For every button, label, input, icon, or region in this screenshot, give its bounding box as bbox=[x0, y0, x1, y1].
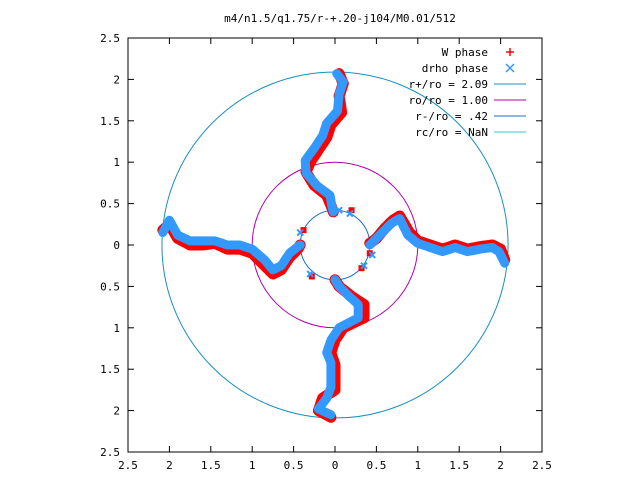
x-tick-label: 2.5 bbox=[532, 459, 552, 472]
y-tick-label: 1.5 bbox=[100, 363, 120, 376]
y-tick-label: 0.5 bbox=[100, 280, 120, 293]
w-phase-point bbox=[348, 207, 355, 214]
drho-phase-arm bbox=[365, 214, 510, 268]
drho-phase-arm bbox=[158, 215, 305, 275]
y-tick-label: 0.5 bbox=[100, 198, 120, 211]
y-tick-label: 2 bbox=[113, 73, 120, 86]
x-tick-label: 2 bbox=[497, 459, 504, 472]
axis-ticks: 2.5 2 1.5 1 0.5 0 0.5 1 1.5 2 2.52.521.510.500.511… bbox=[100, 32, 552, 472]
drho-phase-arm bbox=[300, 69, 348, 217]
x-tick-label: 1 bbox=[249, 459, 256, 472]
data-layer bbox=[157, 68, 511, 423]
y-tick-label: 1 bbox=[113, 322, 120, 335]
y-tick-label: 2.5 bbox=[100, 446, 120, 459]
y-tick-label: 0 bbox=[113, 239, 120, 252]
chart-title: m4/n1.5/q1.75/r-+.20-j104/M0.01/512 bbox=[224, 12, 456, 25]
x-tick-label: 0.5 bbox=[284, 459, 304, 472]
x-tick-label: 2 bbox=[166, 459, 173, 472]
legend: W phase drho phase r+/ro = 2.09 ro/ro = 1.0… bbox=[409, 46, 526, 139]
x-tick-label: 0.5 bbox=[366, 459, 386, 472]
y-tick-label: 2 bbox=[113, 405, 120, 418]
x-tick-label: 1.5 bbox=[201, 459, 221, 472]
drho-phase-arm bbox=[313, 275, 363, 420]
drho-phase-point bbox=[306, 270, 314, 278]
legend-label: r-/ro = .42 bbox=[415, 110, 488, 123]
y-tick-label: 1 bbox=[113, 156, 120, 169]
legend-label: ro/ro = 1.00 bbox=[409, 94, 488, 107]
legend-label: drho phase bbox=[422, 62, 488, 75]
legend-label: rc/ro = NaN bbox=[415, 126, 488, 139]
drho-phase-point bbox=[360, 261, 368, 270]
legend-marker bbox=[505, 63, 515, 73]
x-tick-label: 1.5 bbox=[449, 459, 469, 472]
radius-circle bbox=[251, 161, 419, 329]
drho-phase-point bbox=[368, 251, 376, 259]
x-tick-label: 0 bbox=[332, 459, 339, 472]
drho-phase-point bbox=[296, 228, 304, 237]
legend-label: W phase bbox=[442, 46, 488, 59]
x-tick-label: 2.5 bbox=[118, 459, 138, 472]
drho-phase-point bbox=[346, 209, 354, 218]
drho-phase-point bbox=[335, 206, 343, 214]
y-tick-label: 2.5 bbox=[100, 32, 120, 45]
y-tick-label: 1.5 bbox=[100, 115, 120, 128]
legend-label: r+/ro = 2.09 bbox=[409, 78, 488, 91]
x-tick-label: 1 bbox=[414, 459, 421, 472]
